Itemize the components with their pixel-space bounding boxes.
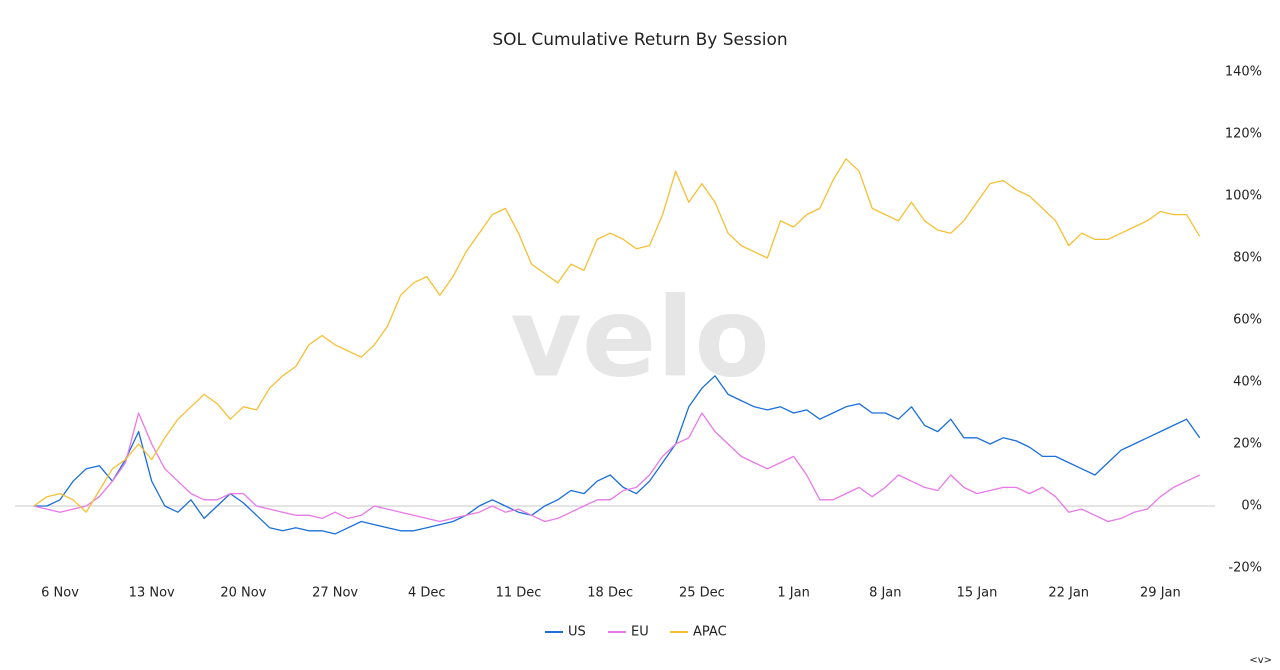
corner-label: <v> [1249,655,1272,666]
y-tick-label: 80% [1233,251,1262,266]
series-line [33,158,1201,513]
x-tick-label: 8 Jan [869,586,901,601]
y-tick-label: 0% [1241,499,1262,514]
x-tick-label: 18 Dec [587,586,633,601]
legend-label: US [568,625,586,640]
x-tick-label: 25 Dec [679,586,725,601]
x-tick-label: 4 Dec [408,586,446,601]
y-tick-label: 60% [1233,313,1262,328]
x-tick-label: 13 Nov [129,586,175,601]
x-tick-label: 1 Jan [777,586,809,601]
legend-label: APAC [693,625,727,640]
series-line [33,375,1201,535]
x-tick-label: 27 Nov [312,586,358,601]
x-tick-label: 22 Jan [1048,586,1089,601]
y-tick-label: 120% [1225,127,1262,142]
y-tick-label: 100% [1225,189,1262,204]
y-tick-label: 40% [1233,375,1262,390]
x-tick-label: 11 Dec [496,586,542,601]
x-tick-label: 15 Jan [957,586,998,601]
y-tick-label: 20% [1233,437,1262,452]
series-line [33,412,1200,523]
x-tick-label: 20 Nov [220,586,266,601]
x-tick-label: 29 Jan [1140,586,1181,601]
y-tick-label: 140% [1225,65,1262,80]
watermark: velo [510,273,770,401]
x-tick-label: 6 Nov [41,586,79,601]
legend-label: EU [631,625,649,640]
chart-title: SOL Cumulative Return By Session [492,30,787,50]
y-tick-label: -20% [1228,561,1262,576]
